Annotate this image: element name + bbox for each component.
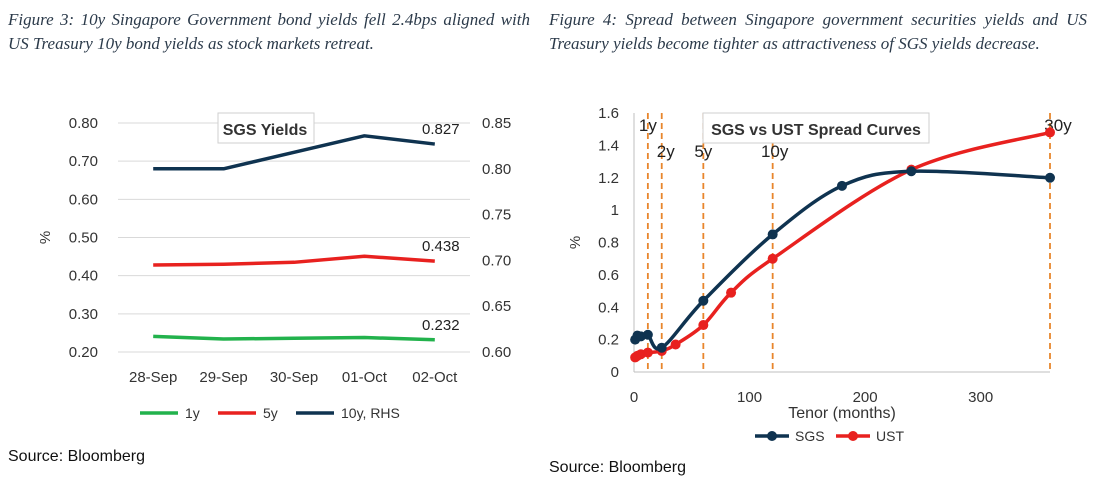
data-point <box>698 320 709 331</box>
chart-title: SGS Yields <box>223 122 308 139</box>
x-tick-label: 0 <box>630 389 638 406</box>
sgs-yields-chart: 0.20 0.30 0.40 0.50 0.60 0.70 0.80 0.60 0.65 0.70… <box>37 112 511 421</box>
y-tick-label: 0.4 <box>598 299 619 316</box>
series-line <box>633 169 1051 351</box>
y-tick-label: 0.2 <box>598 332 619 349</box>
series-line <box>153 254 435 267</box>
chart-title-box <box>702 112 930 144</box>
y2-tick-label: 0.85 <box>482 115 511 132</box>
y-tick-label: 0.8 <box>598 235 619 252</box>
y-tick-label: 0.30 <box>69 306 98 323</box>
data-point <box>837 180 847 191</box>
x-tick-label: 200 <box>853 389 878 406</box>
chart-title: SGS vs UST Spread Curves <box>711 122 921 139</box>
y-tick-label: 0.20 <box>69 344 98 361</box>
legend-label: 5y <box>263 405 278 421</box>
x-axis-label: Tenor (months) <box>788 405 896 422</box>
chart-title-box <box>217 112 315 144</box>
y-tick-label: 0.40 <box>69 268 98 285</box>
x-tick-label: 300 <box>968 389 993 406</box>
y-tick-label: 0 <box>611 364 619 381</box>
y-axis-label: % <box>567 236 584 249</box>
data-point <box>767 253 778 264</box>
legend-label: UST <box>876 428 904 444</box>
data-point <box>670 339 681 350</box>
legend-label: 10y, RHS <box>341 405 400 421</box>
source-left: Source: Bloomberg <box>8 448 145 465</box>
data-point <box>726 287 737 298</box>
source-right: Source: Bloomberg <box>549 459 686 476</box>
figure-4-caption: Figure 4: Spread between Singapore gover… <box>549 10 1087 53</box>
figure-3-caption: Figure 3: 10y Singapore Government bond … <box>8 10 530 53</box>
end-data-label: 0.438 <box>422 238 460 255</box>
data-point <box>906 166 917 177</box>
legend-label: 1y <box>185 405 200 421</box>
data-point <box>698 295 709 306</box>
series-line <box>153 134 436 171</box>
x-tick-label: 02-Oct <box>412 369 458 386</box>
end-data-label: 0.827 <box>422 121 460 138</box>
x-tick-label: 29-Sep <box>199 369 247 386</box>
y-tick-label: 0.70 <box>69 153 98 170</box>
reference-label: 5y <box>694 142 712 161</box>
y2-tick-label: 0.80 <box>482 161 511 178</box>
data-point <box>1045 127 1055 138</box>
y-tick-label: 0.60 <box>69 191 98 208</box>
y2-tick-label: 0.60 <box>482 344 511 361</box>
data-point <box>767 229 778 240</box>
y2-tick-label: 0.70 <box>482 252 511 269</box>
end-data-label: 0.232 <box>422 317 460 334</box>
reference-label: 1y <box>639 116 657 135</box>
reference-label: 2y <box>657 142 675 161</box>
y-tick-label: 0.50 <box>69 230 98 247</box>
y-tick-label: 1.2 <box>598 170 619 187</box>
series-line <box>634 130 1051 359</box>
y-tick-label: 1 <box>611 202 619 219</box>
y-axis-label: % <box>37 231 54 244</box>
data-point <box>642 329 653 340</box>
data-point <box>1045 172 1055 183</box>
y-tick-label: 1.6 <box>598 105 619 122</box>
spread-curves-chart: 0 0.2 0.4 0.6 0.8 1 1.2 1.4 1.6 0 100 200 300 Tenor (… <box>567 105 1072 444</box>
legend-marker <box>767 431 777 441</box>
x-tick-label: 28-Sep <box>129 369 177 386</box>
data-point <box>656 342 667 353</box>
y-tick-label: 1.4 <box>598 137 619 154</box>
y-tick-label: 0.6 <box>598 267 619 284</box>
reference-label: 10y <box>761 142 789 161</box>
legend-marker <box>848 431 858 441</box>
y2-tick-label: 0.65 <box>482 298 511 315</box>
series-line <box>153 334 435 342</box>
data-point <box>642 347 653 358</box>
y2-tick-label: 0.75 <box>482 207 511 224</box>
x-tick-label: 01-Oct <box>342 369 388 386</box>
x-tick-label: 30-Sep <box>270 369 318 386</box>
legend-label: SGS <box>795 428 825 444</box>
x-tick-label: 100 <box>737 389 762 406</box>
y-tick-label: 0.80 <box>69 115 98 132</box>
